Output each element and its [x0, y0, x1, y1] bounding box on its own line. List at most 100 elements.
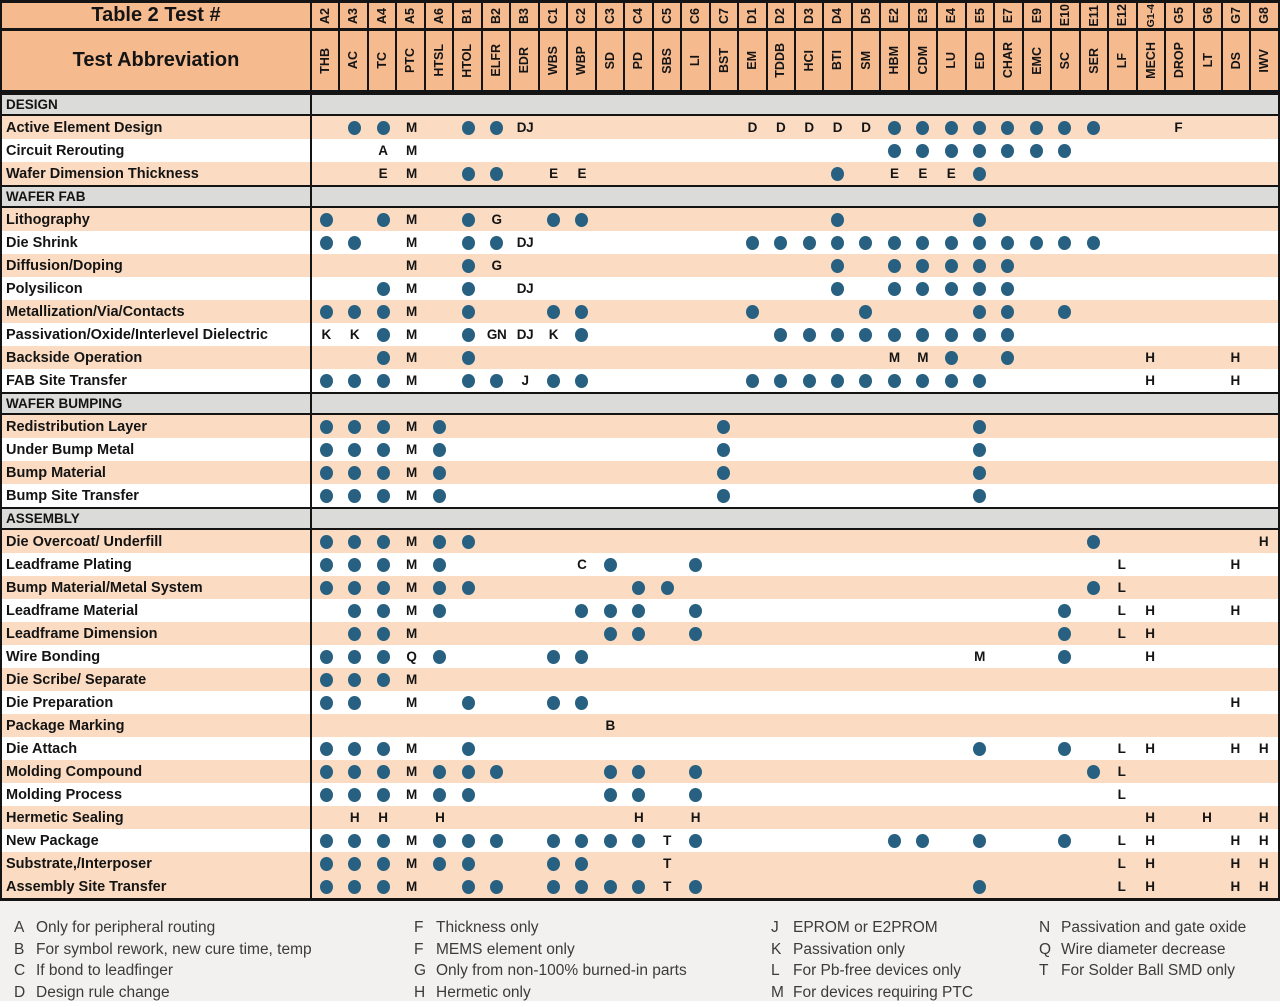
- required-test-dot-icon: [348, 856, 362, 871]
- test-number-label: G6: [1200, 7, 1215, 24]
- matrix-cell-D5: [852, 300, 880, 323]
- required-test-dot-icon: [376, 120, 390, 135]
- matrix-cell-D1: [738, 162, 766, 185]
- matrix-cell-C4: H: [633, 810, 644, 825]
- matrix-cell-C7: [710, 645, 738, 668]
- abbreviation-label: LU: [944, 52, 959, 69]
- process-change-label: Leadframe Material: [2, 599, 312, 622]
- matrix-cell-A3: K: [349, 327, 360, 342]
- matrix-cell-C7: [710, 783, 738, 806]
- matrix-cell-E11: [1079, 760, 1107, 783]
- legend-key: M: [771, 983, 784, 1001]
- matrix-cell-A3: [340, 116, 368, 139]
- required-test-dot-icon: [688, 603, 702, 618]
- matrix-cell-E2: [880, 714, 908, 737]
- matrix-cell-C7: [710, 714, 738, 737]
- required-test-dot-icon: [376, 373, 390, 388]
- test-number-label: G5: [1172, 7, 1187, 24]
- required-test-dot-icon: [1058, 626, 1072, 641]
- matrix-cell-C2: [568, 622, 596, 645]
- test-number-header-A5: A5: [397, 3, 426, 28]
- matrix-cell-D4: [823, 208, 851, 231]
- matrix-cell-A4: E: [378, 166, 388, 181]
- matrix-cell-C4: [624, 139, 652, 162]
- matrix-cell-A3: [340, 277, 368, 300]
- matrix-cell-D2: [767, 530, 795, 553]
- matrix-cell-E2: [880, 461, 908, 484]
- matrix-cell-D2: [767, 438, 795, 461]
- matrix-cell-C1: [539, 668, 567, 691]
- matrix-cell-D4: [823, 806, 851, 829]
- matrix-cell-E2: [880, 576, 908, 599]
- legend-text: Thickness only: [436, 919, 539, 936]
- matrix-cell-A2: [312, 599, 340, 622]
- matrix-cell-G5: [1164, 139, 1192, 162]
- matrix-cell-E12: [1107, 415, 1135, 438]
- matrix-cell-A2: [312, 622, 340, 645]
- matrix-cell-D4: [823, 760, 851, 783]
- required-test-dot-icon: [348, 373, 362, 388]
- matrix-cell-A6: H: [435, 810, 445, 825]
- matrix-cell-E12: L: [1117, 580, 1126, 595]
- legend-entry: G Only from non-100% burned-in parts: [414, 960, 771, 982]
- matrix-cell-C4: [624, 461, 652, 484]
- required-test-dot-icon: [319, 419, 333, 434]
- matrix-cell-C3: [596, 231, 624, 254]
- matrix-cell-A4: [369, 254, 397, 277]
- matrix-cell-B3: [511, 208, 539, 231]
- required-test-dot-icon: [632, 833, 646, 848]
- matrix-cell-G7: [1221, 254, 1249, 277]
- required-test-dot-icon: [319, 787, 333, 802]
- required-test-dot-icon: [348, 626, 362, 641]
- abbreviation-header-PD: PD: [625, 31, 654, 90]
- matrix-cell-B1: [454, 783, 482, 806]
- matrix-cell-G1-4: [1136, 553, 1164, 576]
- matrix-cell-A2: [312, 530, 340, 553]
- matrix-cell-C2: [568, 783, 596, 806]
- required-test-dot-icon: [376, 764, 390, 779]
- matrix-cell-C6: [681, 829, 709, 852]
- matrix-cell-C1: [539, 461, 567, 484]
- matrix-cell-D4: [823, 645, 851, 668]
- matrix-cell-E4: [937, 461, 965, 484]
- legend-text: If bond to leadfinger: [36, 962, 174, 979]
- matrix-cell-C7: [710, 668, 738, 691]
- abbreviation-header-PTC: PTC: [397, 31, 426, 90]
- matrix-cell-E9: [1022, 254, 1050, 277]
- matrix-cell-C7: [710, 369, 738, 392]
- required-test-dot-icon: [887, 235, 901, 250]
- matrix-cell-B2: [482, 760, 510, 783]
- required-test-dot-icon: [433, 442, 447, 457]
- matrix-cell-E5: [965, 369, 993, 392]
- matrix-cell-E7: [994, 852, 1022, 875]
- process-change-row: Leadframe Dimension M L H: [2, 622, 1280, 645]
- matrix-cell-E2: [880, 530, 908, 553]
- matrix-cell-E9: [1022, 162, 1050, 185]
- legend-key: D: [14, 983, 26, 1001]
- matrix-cell-E10: [1051, 714, 1079, 737]
- matrix-cell-C7: [710, 231, 738, 254]
- matrix-cell-G8: H: [1258, 534, 1269, 549]
- matrix-cell-B3: [511, 139, 539, 162]
- matrix-cell-C1: K: [548, 327, 559, 342]
- matrix-cell-A5: M: [405, 695, 417, 710]
- matrix-cell-C3: B: [605, 718, 616, 733]
- matrix-cell-E5: [965, 438, 993, 461]
- required-test-dot-icon: [774, 235, 788, 250]
- matrix-cell-G8: [1249, 323, 1277, 346]
- matrix-cell-E3: [909, 461, 937, 484]
- matrix-cell-D5: [852, 875, 880, 898]
- matrix-cell-C4: [624, 783, 652, 806]
- matrix-cell-E4: [937, 116, 965, 139]
- legend-text: For Pb-free devices only: [793, 962, 961, 979]
- matrix-cell-E7: [994, 208, 1022, 231]
- matrix-cell-C7: [710, 530, 738, 553]
- required-test-dot-icon: [490, 235, 504, 250]
- required-test-dot-icon: [376, 833, 390, 848]
- matrix-cell-E9: [1022, 208, 1050, 231]
- matrix-cell-E11: [1079, 806, 1107, 829]
- abbreviation-label: CHAR: [1001, 42, 1016, 79]
- required-test-dot-icon: [944, 327, 958, 342]
- required-test-dot-icon: [1086, 534, 1100, 549]
- process-change-label: Leadframe Dimension: [2, 622, 312, 645]
